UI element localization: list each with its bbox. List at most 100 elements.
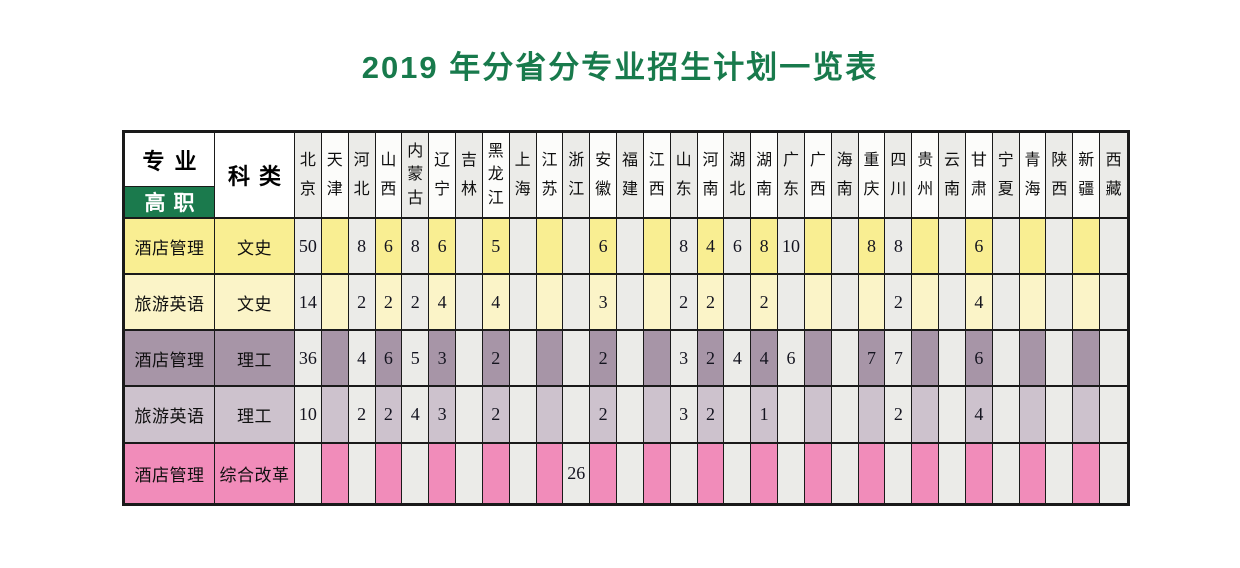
value-cell [724,275,751,331]
value-cell [912,219,939,275]
value-cell [322,275,349,331]
province-header: 辽宁 [429,133,456,219]
value-cell: 2 [751,275,778,331]
value-cell [617,331,644,387]
value-cell: 1 [751,387,778,444]
value-cell: 5 [483,219,510,275]
category-cell: 理工 [215,387,295,444]
value-cell [939,444,966,503]
value-cell: 2 [590,331,617,387]
value-cell: 4 [751,331,778,387]
province-header: 吉林 [456,133,483,219]
value-cell: 6 [724,219,751,275]
value-cell: 2 [590,387,617,444]
value-cell [993,219,1020,275]
value-cell [644,387,671,444]
value-cell [1046,331,1073,387]
value-cell: 2 [349,387,376,444]
major-level-header: 专业高职 [125,133,215,219]
value-cell: 2 [671,275,698,331]
value-cell: 2 [698,331,725,387]
province-header: 上海 [510,133,537,219]
value-cell [1020,219,1047,275]
value-cell [805,275,832,331]
province-header: 新疆 [1073,133,1100,219]
category-cell: 文史 [215,219,295,275]
value-cell: 4 [698,219,725,275]
value-cell: 3 [429,331,456,387]
province-header: 云南 [939,133,966,219]
value-cell [349,444,376,503]
value-cell [563,275,590,331]
value-cell [322,219,349,275]
value-cell: 10 [295,387,322,444]
value-cell [1046,275,1073,331]
value-cell [617,444,644,503]
value-cell: 8 [859,219,886,275]
value-cell: 2 [376,275,403,331]
value-cell [1020,275,1047,331]
value-cell: 2 [349,275,376,331]
value-cell [805,444,832,503]
value-cell [912,387,939,444]
value-cell [778,387,805,444]
value-cell [537,275,564,331]
province-header: 江苏 [537,133,564,219]
value-cell: 3 [429,387,456,444]
level-header-label: 高职 [125,186,214,217]
value-cell: 6 [376,219,403,275]
value-cell [1073,331,1100,387]
category-cell: 文史 [215,275,295,331]
value-cell: 50 [295,219,322,275]
value-cell [832,387,859,444]
value-cell: 7 [859,331,886,387]
value-cell: 26 [563,444,590,503]
value-cell [376,444,403,503]
value-cell [805,219,832,275]
value-cell [993,387,1020,444]
province-header: 山东 [671,133,698,219]
value-cell [939,275,966,331]
province-header: 广东 [778,133,805,219]
value-cell [885,444,912,503]
province-header: 湖南 [751,133,778,219]
value-cell [537,387,564,444]
major-cell: 酒店管理 [125,219,215,275]
value-cell: 36 [295,331,322,387]
value-cell [832,219,859,275]
value-cell [456,387,483,444]
value-cell: 3 [671,331,698,387]
value-cell: 8 [751,219,778,275]
value-cell: 8 [349,219,376,275]
value-cell [832,275,859,331]
major-cell: 酒店管理 [125,444,215,503]
value-cell: 3 [671,387,698,444]
value-cell: 14 [295,275,322,331]
value-cell [859,444,886,503]
value-cell [510,331,537,387]
province-header: 福建 [617,133,644,219]
value-cell: 6 [966,331,993,387]
value-cell: 4 [429,275,456,331]
value-cell: 6 [966,219,993,275]
province-header: 广西 [805,133,832,219]
value-cell [993,444,1020,503]
province-header: 贵州 [912,133,939,219]
admissions-table: 专业高职科类北京天津河北山西内蒙古辽宁吉林黑龙江上海江苏浙江安徽福建江西山东河南… [122,130,1130,506]
province-header: 甘肃 [966,133,993,219]
value-cell [912,275,939,331]
value-cell [1100,444,1127,503]
value-cell [510,219,537,275]
value-cell: 6 [376,331,403,387]
value-cell [832,331,859,387]
value-cell [724,387,751,444]
value-cell [510,275,537,331]
category-cell: 综合改革 [215,444,295,503]
value-cell [832,444,859,503]
value-cell: 2 [885,275,912,331]
value-cell [295,444,322,503]
value-cell [644,331,671,387]
value-cell: 10 [778,219,805,275]
value-cell [483,444,510,503]
province-header: 湖北 [724,133,751,219]
